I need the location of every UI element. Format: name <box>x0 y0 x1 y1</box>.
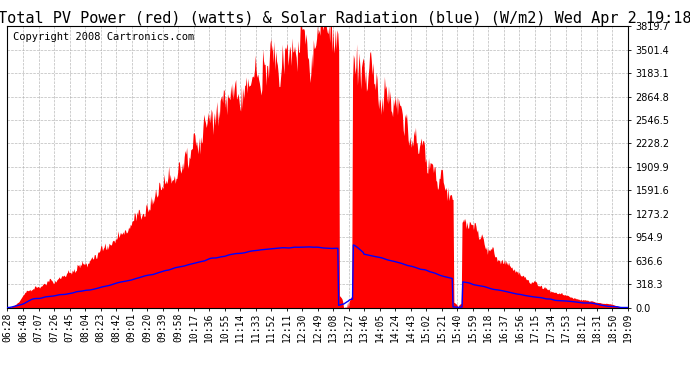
Text: Copyright 2008 Cartronics.com: Copyright 2008 Cartronics.com <box>13 32 195 42</box>
Text: Total PV Power (red) (watts) & Solar Radiation (blue) (W/m2) Wed Apr 2 19:18: Total PV Power (red) (watts) & Solar Rad… <box>0 11 690 26</box>
